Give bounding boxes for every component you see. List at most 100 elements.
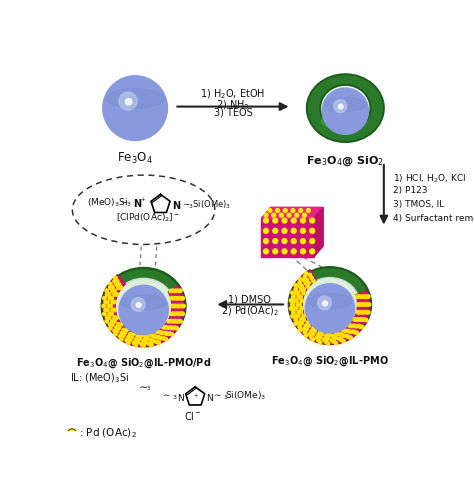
Circle shape [179,297,182,300]
Text: 2) NH$_3$: 2) NH$_3$ [216,98,249,112]
Circle shape [106,308,109,312]
Circle shape [289,307,292,310]
Circle shape [320,332,324,335]
Ellipse shape [288,267,372,342]
Circle shape [310,239,315,243]
Circle shape [170,333,173,336]
Circle shape [300,288,303,291]
Circle shape [296,303,300,306]
Circle shape [301,249,305,254]
Circle shape [298,325,301,328]
Ellipse shape [101,268,186,345]
Circle shape [155,331,159,334]
Text: Fe$_3$O$_4$@ SiO$_2$: Fe$_3$O$_4$@ SiO$_2$ [306,154,384,168]
Text: 3) TEOS: 3) TEOS [214,107,252,117]
Text: $\sim_3$: $\sim_3$ [212,392,229,402]
Circle shape [363,310,366,314]
Circle shape [294,284,297,287]
Circle shape [310,218,315,223]
Circle shape [111,319,114,323]
Circle shape [365,303,369,306]
Circle shape [292,295,295,299]
Circle shape [334,336,337,340]
Circle shape [345,334,348,338]
Circle shape [107,304,110,308]
Circle shape [291,209,295,212]
Circle shape [304,324,308,328]
Circle shape [181,297,184,300]
Circle shape [353,318,356,321]
Circle shape [113,279,116,283]
Circle shape [161,332,164,335]
Circle shape [130,335,134,338]
Circle shape [297,295,301,299]
Circle shape [102,304,105,308]
Circle shape [305,328,309,331]
Text: $\mathregular{\sim\!\!}_{3}$Si(OMe)$_3$: $\mathregular{\sim\!\!}_{3}$Si(OMe)$_3$ [181,198,231,211]
Ellipse shape [114,280,173,332]
Circle shape [175,319,178,323]
Circle shape [302,327,306,331]
Circle shape [298,285,301,288]
Circle shape [181,312,184,316]
Text: $_3$: $_3$ [146,384,151,393]
Circle shape [355,331,359,334]
Circle shape [128,333,132,336]
Circle shape [282,218,287,223]
Circle shape [273,239,278,243]
Circle shape [108,293,111,296]
Circle shape [109,304,112,308]
Circle shape [356,318,360,321]
Polygon shape [103,275,184,347]
Circle shape [357,303,360,306]
Circle shape [360,303,364,306]
Circle shape [361,311,365,314]
Circle shape [348,330,352,333]
Circle shape [108,297,111,300]
Circle shape [289,299,292,302]
Text: N: N [133,199,142,210]
Circle shape [310,228,315,233]
Circle shape [174,312,177,316]
Text: $^+$: $^+$ [192,394,199,400]
Circle shape [311,332,315,335]
Circle shape [115,316,118,319]
Circle shape [340,338,343,342]
Circle shape [319,335,322,339]
Circle shape [305,278,309,282]
Circle shape [132,341,136,345]
Circle shape [162,326,165,329]
Circle shape [296,291,300,295]
Circle shape [362,303,365,306]
Text: 2) Pd(OAc)$_2$: 2) Pd(OAc)$_2$ [221,304,279,318]
Circle shape [365,311,368,314]
Circle shape [310,329,313,333]
Circle shape [294,322,297,325]
Circle shape [317,333,320,336]
Circle shape [367,303,371,306]
Circle shape [300,299,303,302]
Polygon shape [261,218,314,257]
Circle shape [177,319,181,323]
Circle shape [364,318,368,321]
Circle shape [111,323,114,327]
Text: $\mathregular{\sim\!\!}_{3}$: $\mathregular{\sim\!\!}_{3}$ [119,199,132,209]
Circle shape [297,310,301,314]
Circle shape [336,332,339,335]
Circle shape [175,304,178,308]
Circle shape [326,342,329,345]
Text: N: N [172,201,180,211]
Circle shape [292,239,296,243]
Circle shape [111,289,114,293]
Ellipse shape [308,293,352,308]
Circle shape [334,342,337,345]
Circle shape [136,335,139,338]
Circle shape [159,331,162,334]
Circle shape [136,340,139,344]
Circle shape [303,331,307,334]
Circle shape [350,324,353,328]
Circle shape [148,342,151,346]
Circle shape [264,239,268,243]
Ellipse shape [307,74,384,142]
Ellipse shape [103,270,183,342]
